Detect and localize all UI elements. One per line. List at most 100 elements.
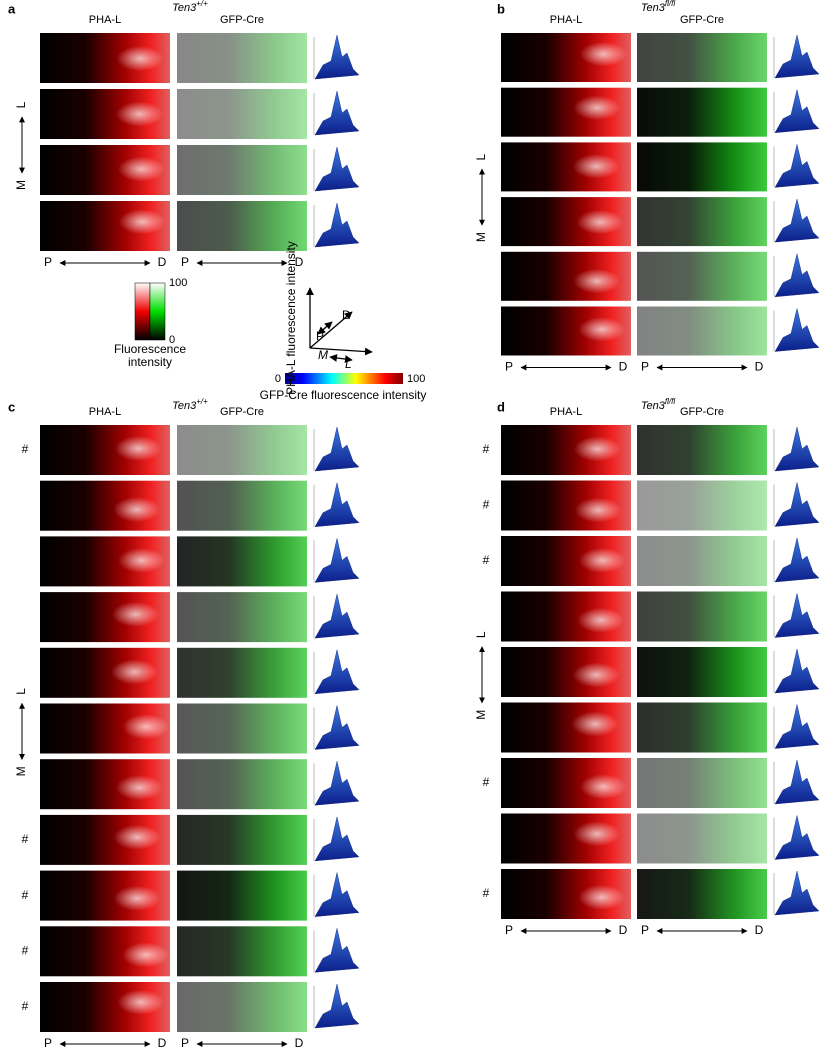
gfp-heatmap xyxy=(637,591,767,642)
gfp-heatmap xyxy=(637,480,767,531)
pha-l-highlight xyxy=(576,209,624,235)
plot-3d-surface xyxy=(314,761,360,806)
pha-l-highlight xyxy=(115,775,163,801)
genotype-name: Ten3 xyxy=(641,400,666,412)
pha-l-highlight xyxy=(122,714,170,740)
axis-key-y: L xyxy=(345,357,352,371)
medial-label: M xyxy=(14,766,28,776)
medial-label: M xyxy=(14,180,28,190)
plot-3d-surface xyxy=(314,538,360,583)
distal-label: D xyxy=(158,1036,167,1050)
plot-3d-surface xyxy=(314,146,360,192)
gfp-heatmap xyxy=(637,647,767,697)
gfp-heatmap xyxy=(177,759,307,810)
gfp-heatmap xyxy=(637,142,767,192)
column-label: PHA-L xyxy=(89,406,121,418)
row-mark: # xyxy=(22,888,29,902)
gfp-heatmap xyxy=(637,251,767,301)
gfp-heatmap xyxy=(177,480,307,531)
lateral-label: L xyxy=(474,153,488,160)
distal-label: D xyxy=(158,255,167,269)
axis-key-z-label: PHA-L fluorescence intensity xyxy=(284,241,298,395)
legend-label: Fluorescence intensity xyxy=(114,342,186,369)
plot-3d-surface xyxy=(314,594,360,639)
column-label: GFP-Cre xyxy=(680,14,724,26)
legend-label-line: Fluorescence xyxy=(114,342,186,356)
colorbar-label: GFP-Cre fluorescence intensity xyxy=(260,388,427,402)
lateral-label: L xyxy=(474,631,488,638)
pha-l-highlight xyxy=(573,268,621,294)
row-mark: # xyxy=(483,442,490,456)
medial-label: M xyxy=(474,232,488,242)
pha-l-highlight xyxy=(571,711,619,737)
plot-3d-surface xyxy=(774,144,820,188)
pha-l-highlight xyxy=(578,317,626,342)
proximal-label: P xyxy=(505,923,513,937)
lateral-label: L xyxy=(14,688,28,695)
axis-key xyxy=(306,287,373,363)
genotype: Ten3+/+ xyxy=(172,397,208,412)
axis-key-x: D xyxy=(342,308,351,322)
row-mark: # xyxy=(483,498,490,512)
pha-l-highlight xyxy=(117,989,165,1015)
pha-l-highlight xyxy=(573,821,621,847)
gfp-heatmap xyxy=(637,87,767,137)
row-mark: # xyxy=(22,832,29,846)
plot-3d-surface xyxy=(774,815,820,860)
lateral-label: L xyxy=(14,101,28,108)
pha-l-highlight xyxy=(111,601,159,627)
proximal-label: P xyxy=(181,1036,189,1050)
column-label: GFP-Cre xyxy=(220,406,264,418)
plot-3d-surface xyxy=(314,705,360,750)
genotype: Ten3fl/fl xyxy=(641,397,676,412)
genotype-superscript: fl/fl xyxy=(665,397,675,406)
pha-l-highlight xyxy=(574,497,622,523)
proximal-label: P xyxy=(641,360,649,374)
plot-3d-surface xyxy=(774,34,820,79)
pha-l-highlight xyxy=(577,607,624,633)
legend-red-box xyxy=(134,282,151,341)
row-mark: # xyxy=(22,442,29,456)
panel-letter: b xyxy=(497,1,505,16)
distal-label: D xyxy=(755,923,764,937)
plot-3d-surface xyxy=(314,872,360,917)
genotype-name: Ten3 xyxy=(641,2,666,14)
gfp-heatmap xyxy=(637,869,767,919)
proximal-label: P xyxy=(44,255,52,269)
proximal-label: P xyxy=(181,255,189,269)
genotype-name: Ten3 xyxy=(172,2,197,14)
plot-3d-surface xyxy=(314,482,360,527)
colorbar-tick: 100 xyxy=(407,373,425,385)
pha-l-highlight xyxy=(579,774,627,800)
gfp-heatmap xyxy=(637,536,767,586)
gfp-heatmap xyxy=(177,33,307,83)
axis-key-y: M xyxy=(318,348,328,362)
legend-tick: 100 xyxy=(169,277,187,289)
legend-tick: 0 xyxy=(169,334,175,346)
pha-l-highlight xyxy=(113,824,161,850)
row-mark: # xyxy=(483,553,490,567)
plot-3d-surface xyxy=(314,202,360,248)
genotype-superscript: +/+ xyxy=(196,0,208,8)
panel-letter: d xyxy=(497,399,505,414)
gfp-heatmap xyxy=(177,703,307,754)
genotype-superscript: +/+ xyxy=(196,397,208,406)
pha-l-highlight xyxy=(572,154,620,179)
plot-3d-surface xyxy=(314,816,360,862)
plot-3d-surface xyxy=(314,90,360,136)
pha-l-highlight xyxy=(578,547,626,573)
gfp-heatmap xyxy=(637,306,767,356)
distal-label: D xyxy=(619,923,628,937)
pha-l-highlight xyxy=(122,942,170,968)
gfp-heatmap xyxy=(637,758,767,808)
legend-green-box xyxy=(149,282,166,341)
column-label: GFP-Cre xyxy=(220,14,264,26)
column-label: PHA-L xyxy=(550,14,582,26)
proximal-label: P xyxy=(44,1036,52,1050)
pha-l-highlight xyxy=(118,209,166,235)
genotype: Ten3+/+ xyxy=(172,0,208,14)
row-mark: # xyxy=(483,775,490,789)
plot-3d-surface xyxy=(774,537,820,583)
distal-label: D xyxy=(755,360,764,374)
row-mark: # xyxy=(22,943,29,957)
